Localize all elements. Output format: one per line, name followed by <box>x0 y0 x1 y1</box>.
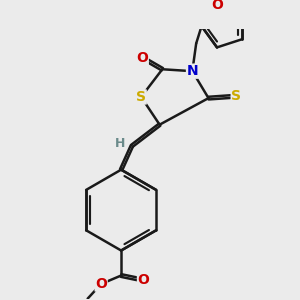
Text: O: O <box>95 277 107 291</box>
Text: H: H <box>114 137 125 150</box>
Text: O: O <box>136 51 148 65</box>
Text: O: O <box>211 0 223 12</box>
Text: N: N <box>187 64 198 78</box>
Text: S: S <box>231 89 241 103</box>
Text: O: O <box>137 273 149 287</box>
Text: S: S <box>136 90 146 104</box>
